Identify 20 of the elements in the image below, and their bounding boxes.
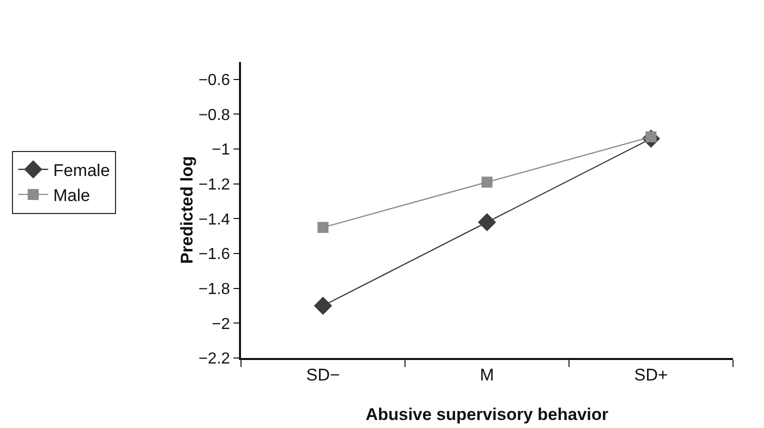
y-tick-label: −0.8	[198, 106, 230, 124]
y-tick-label: −2.2	[198, 350, 230, 368]
point	[478, 213, 496, 232]
point	[318, 222, 328, 233]
x-tick-label: M	[480, 365, 494, 384]
y-tick-label: −2	[212, 316, 230, 333]
x-axis-title: Abusive supervisory behavior	[366, 405, 609, 424]
y-tick-label: −1	[212, 142, 230, 159]
x-tick-label: SD−	[306, 365, 340, 384]
point	[314, 296, 332, 315]
y-tick-label: −1.4	[198, 211, 230, 228]
legend-label: Female	[53, 160, 110, 180]
y-tick-label: −1.6	[198, 246, 230, 264]
y-tick-label: −0.6	[198, 72, 230, 90]
x-tick-label: SD+	[634, 365, 668, 384]
y-tick-label: −1.2	[198, 176, 230, 194]
y-tick-label: −1.8	[198, 280, 230, 298]
y-axis-title: Predicted log	[177, 156, 196, 264]
point	[482, 176, 492, 188]
legend-label: Male	[53, 186, 90, 206]
